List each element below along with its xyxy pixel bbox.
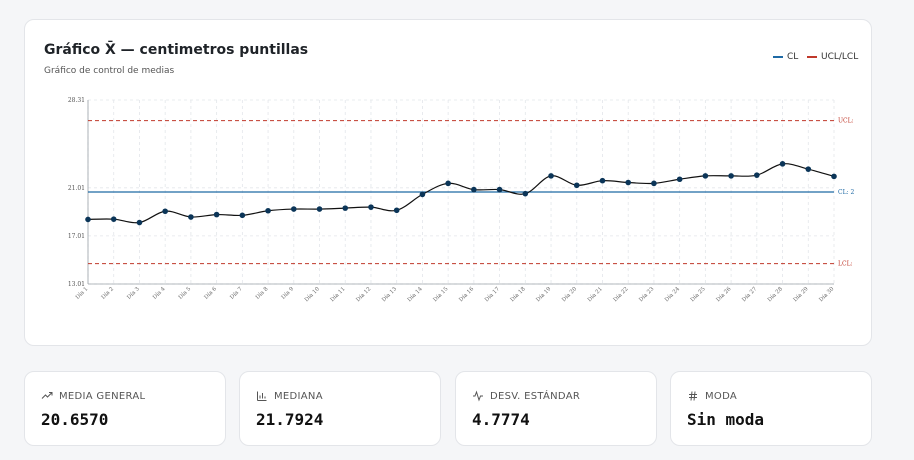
y-tick-label: 17.01 [68,233,85,240]
data-point [496,186,503,193]
bar-chart-icon [257,391,267,401]
data-point [265,207,271,214]
lcl-label: LCL: [838,261,853,268]
data-point [316,206,323,212]
data-point [625,179,632,186]
x-tick-label: Día 10 [303,285,321,303]
data-point [728,173,734,179]
data-point [676,176,683,183]
stat-label: MODA [705,390,738,402]
data-point [754,172,760,178]
data-point [213,211,220,218]
x-tick-label: Día 14 [406,285,424,303]
data-point [471,186,477,193]
y-tick-label: 13.01 [68,281,85,288]
x-tick-label: Día 26 [715,285,733,303]
x-tick-label: Día 5 [177,285,193,301]
x-tick-label: Día 15 [432,285,450,303]
x-tick-label: Día 23 [638,285,656,303]
x-tick-label: Día 11 [329,285,347,303]
cl-label: CL: 2 [838,189,855,196]
x-tick-label: Día 24 [663,285,681,303]
data-point [85,216,91,223]
x-tick-label: Día 13 [380,285,398,303]
x-tick-label: Día 8 [254,285,270,301]
x-tick-label: Día 28 [766,285,784,303]
x-tick-label: Día 20 [560,285,578,303]
data-point [548,173,554,179]
legend-limits-swatch [807,56,817,58]
legend-cl-label: CL [787,52,799,62]
x-tick-label: Día 3 [126,285,142,301]
x-tick-label: Día 30 [818,285,836,303]
x-tick-label: Día 29 [792,285,810,303]
data-point [419,191,426,198]
hash-icon [689,391,697,401]
stat-card-media: MEDIA GENERAL 20.6570 [24,371,226,446]
series-line [87,163,835,224]
data-point [599,177,606,184]
stat-value: 20.6570 [41,410,109,429]
stat-card-moda: MODA Sin moda [670,371,872,446]
stat-card-desv: DESV. ESTÁNDAR 4.7774 [455,371,657,446]
data-point [445,180,451,187]
data-point [522,190,529,197]
x-tick-label: Día 18 [509,285,527,303]
x-tick-label: Día 21 [586,285,604,303]
x-tick-label: Día 19 [535,285,553,303]
stat-card-mediana: MEDIANA 21.7924 [239,371,441,446]
chart-title: Gráfico X̄ — centimetros puntillas [44,42,309,58]
data-point [831,173,837,180]
legend-limits-label: UCL/LCL [821,52,859,62]
y-tick-label: 21.01 [68,185,85,192]
data-point [779,161,786,167]
data-point [188,214,194,220]
chart-subtitle: Gráfico de control de medias [44,66,175,76]
stat-value: 21.7924 [256,410,324,429]
x-tick-label: Día 12 [355,285,373,303]
x-tick-label: Día 7 [228,285,244,301]
data-point [573,182,580,189]
data-point [239,212,246,219]
data-point [368,204,374,210]
trending-up-icon [41,392,53,399]
data-point [162,208,168,215]
stat-label: MEDIA GENERAL [59,390,146,402]
legend-cl-swatch [773,56,783,58]
stat-label: DESV. ESTÁNDAR [490,390,581,402]
x-tick-label: Día 25 [689,285,707,303]
x-tick-label: Día 17 [483,285,501,303]
x-tick-label: Día 4 [151,285,167,301]
data-point [805,166,812,172]
x-tick-label: Día 16 [457,285,475,303]
x-tick-label: Día 22 [612,285,630,303]
stat-value: Sin moda [687,410,765,429]
x-tick-label: Día 27 [740,285,758,303]
legend-cl: CL [773,52,798,62]
x-tick-label: Día 6 [203,285,219,301]
data-point [702,173,709,179]
data-point [651,180,657,187]
data-point [136,219,143,226]
data-point [290,206,297,212]
ucl-label: UCL: [838,118,854,125]
x-tick-label: Día 9 [280,285,296,301]
data-point [342,205,349,211]
stat-label: MEDIANA [274,390,323,402]
stat-value: 4.7774 [472,410,530,429]
legend-limits: UCL/LCL [807,52,858,62]
y-tick-label: 28.31 [68,97,85,104]
activity-icon [473,390,483,402]
x-tick-label: Día 2 [100,285,115,300]
data-point [110,216,117,222]
data-point [393,207,400,214]
